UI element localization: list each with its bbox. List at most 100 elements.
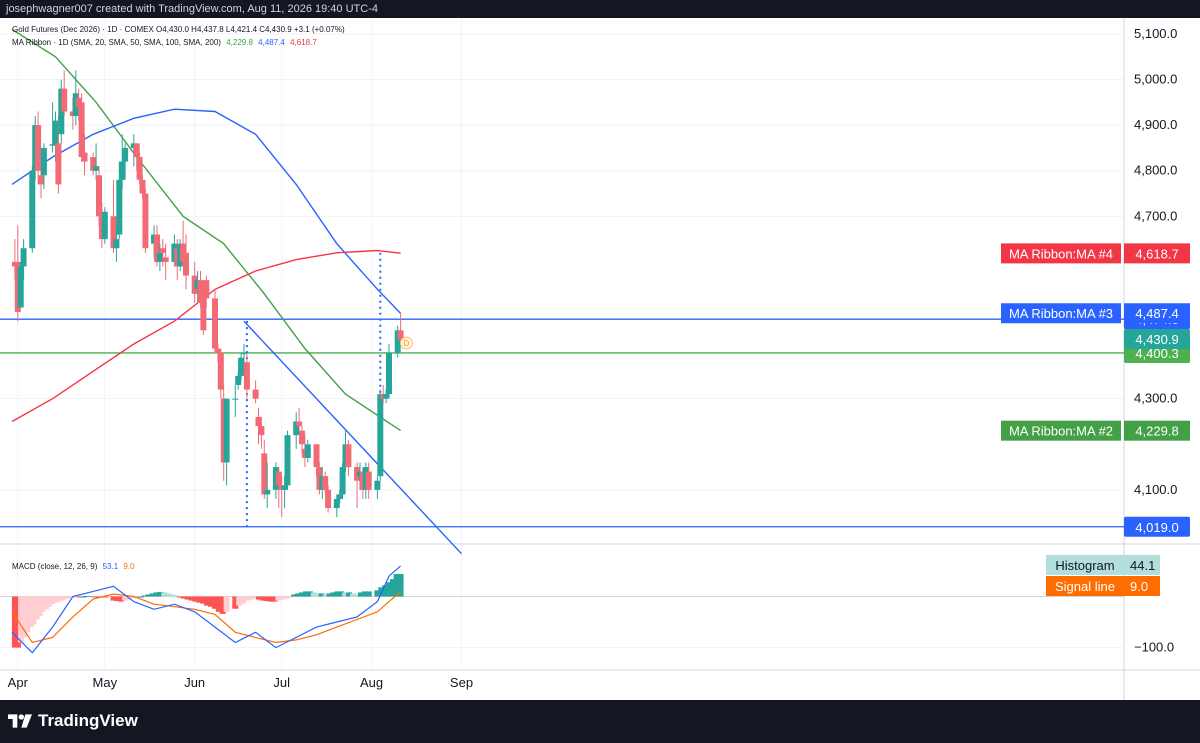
macd-legend-value: 44.1: [1130, 558, 1155, 573]
candle-body: [313, 444, 320, 468]
macd-value-2: 9.0: [123, 562, 135, 571]
candle-body: [183, 252, 189, 276]
candle-body: [258, 426, 265, 436]
macd-histogram-bar: [157, 591, 164, 597]
candle: [217, 348, 224, 399]
macd-histogram-bar: [18, 596, 25, 643]
candle-body: [119, 161, 126, 180]
candle: [93, 143, 100, 180]
macd-histogram-bar: [188, 596, 195, 601]
attribution-bar: josephwagner007 created with TradingView…: [0, 0, 1200, 18]
macd-signal-line: [11, 591, 401, 644]
ma-ribbon-value-3: 4,618.7: [290, 38, 317, 47]
ma-tag-value: 4,487.4: [1135, 306, 1178, 321]
candle-body: [113, 239, 120, 249]
candle: [90, 152, 97, 176]
macd-histogram-bar: [15, 596, 21, 648]
price-axis: 5,100.0 5,000.0 4,900.0 4,800.0 4,700.0 4,300…: [0, 18, 1200, 700]
candle-body: [252, 389, 259, 399]
macd-histogram-bar: [21, 596, 28, 638]
macd-histogram-bar: [165, 593, 172, 597]
candle-body: [93, 166, 100, 171]
macd-histogram-bar: [86, 596, 93, 597]
macd-histogram-bar: [353, 594, 360, 597]
ma-tag-value: 4,618.7: [1135, 246, 1178, 261]
candle: [377, 389, 384, 481]
last-price-label-bg: [1124, 328, 1190, 349]
candle-body: [212, 298, 218, 349]
candle-body: [203, 280, 210, 299]
tradingview-logo-icon: [8, 714, 32, 728]
candle-body: [264, 489, 271, 495]
candle-body: [296, 421, 303, 427]
macd-histogram-bar: [322, 594, 329, 597]
macd-histogram-bar: [295, 593, 302, 597]
candle-body: [394, 330, 401, 354]
footer-bar: [0, 700, 1200, 743]
price-chart[interactable]: 5,100.0 5,000.0 4,900.0 4,800.0 4,700.0 4,300…: [0, 0, 1200, 700]
candle: [78, 93, 85, 162]
candle: [325, 485, 332, 513]
dividend-marker-text: D: [404, 339, 410, 348]
candle-body: [261, 453, 268, 495]
macd-histogram-bar: [310, 592, 317, 597]
macd-histogram-bar: [133, 596, 140, 598]
macd-histogram-bar: [95, 596, 102, 598]
ma-tag-value-bg: [1124, 243, 1190, 264]
ma-tag-name-bg: [1001, 243, 1121, 264]
macd-histogram-bar: [36, 596, 43, 616]
candle: [304, 439, 311, 463]
candle-body: [281, 485, 288, 490]
ma-tag-value-bg: [1124, 420, 1190, 441]
macd-histogram-bar: [89, 596, 96, 598]
macd-legend-tag: Histogram 44.1: [1046, 555, 1160, 575]
candle-body: [299, 430, 305, 445]
macd-histogram-bar: [122, 596, 129, 601]
macd-histogram-bar: [302, 591, 309, 597]
macd-histogram-bar: [283, 596, 290, 599]
macd-legend-name-bg: [1046, 576, 1124, 596]
candle-body: [243, 362, 250, 390]
macd-histogram-bar: [338, 591, 345, 597]
macd-legend-name: Histogram: [1055, 558, 1114, 573]
macd-histogram-bar: [251, 596, 258, 599]
ma-ribbon-legend: MA Ribbon · 1D (SMA, 20, SMA, 50, SMA, 1…: [12, 38, 317, 47]
candle: [386, 343, 392, 399]
macd-histogram-bar: [49, 596, 56, 605]
candle-body: [122, 147, 129, 162]
candle: [345, 439, 352, 477]
candle-body: [200, 289, 207, 331]
candle-body: [159, 248, 166, 253]
tradingview-logo[interactable]: TradingView: [8, 711, 138, 731]
candle-body: [81, 152, 88, 162]
candle: [142, 188, 149, 253]
candle: [354, 462, 361, 509]
ma-tag-name: MA Ribbon:MA #3: [1009, 306, 1113, 321]
candle: [40, 143, 47, 189]
candle-body: [304, 444, 311, 458]
candle-body: [40, 147, 47, 176]
price-tick-label: 4,700.0: [1134, 208, 1177, 223]
price-line-label: 4,019.0: [1124, 516, 1190, 537]
candle-body: [38, 175, 44, 185]
dividend-marker: [399, 336, 413, 350]
candle-body: [101, 211, 108, 240]
candle-body: [55, 143, 62, 185]
macd-histogram-bar: [161, 592, 168, 597]
ma-tag: MA Ribbon:MA #4 4,618.7: [1001, 243, 1190, 264]
macd-histogram-bar: [223, 596, 230, 612]
candle-body: [142, 193, 149, 249]
macd-histogram-bar: [299, 592, 305, 597]
macd-histogram-bar: [271, 596, 278, 602]
macd-legend-value-bg: [1124, 555, 1160, 575]
candle-body: [116, 179, 123, 235]
macd-histogram-bar: [382, 585, 389, 597]
candle-body: [162, 257, 169, 262]
macd-histogram-bar: [326, 593, 333, 597]
macd-histogram-bar: [39, 596, 46, 612]
candle-body: [110, 216, 117, 249]
candle-body: [136, 157, 143, 180]
candle-body: [139, 179, 146, 194]
macd-histogram-bar: [42, 596, 49, 610]
